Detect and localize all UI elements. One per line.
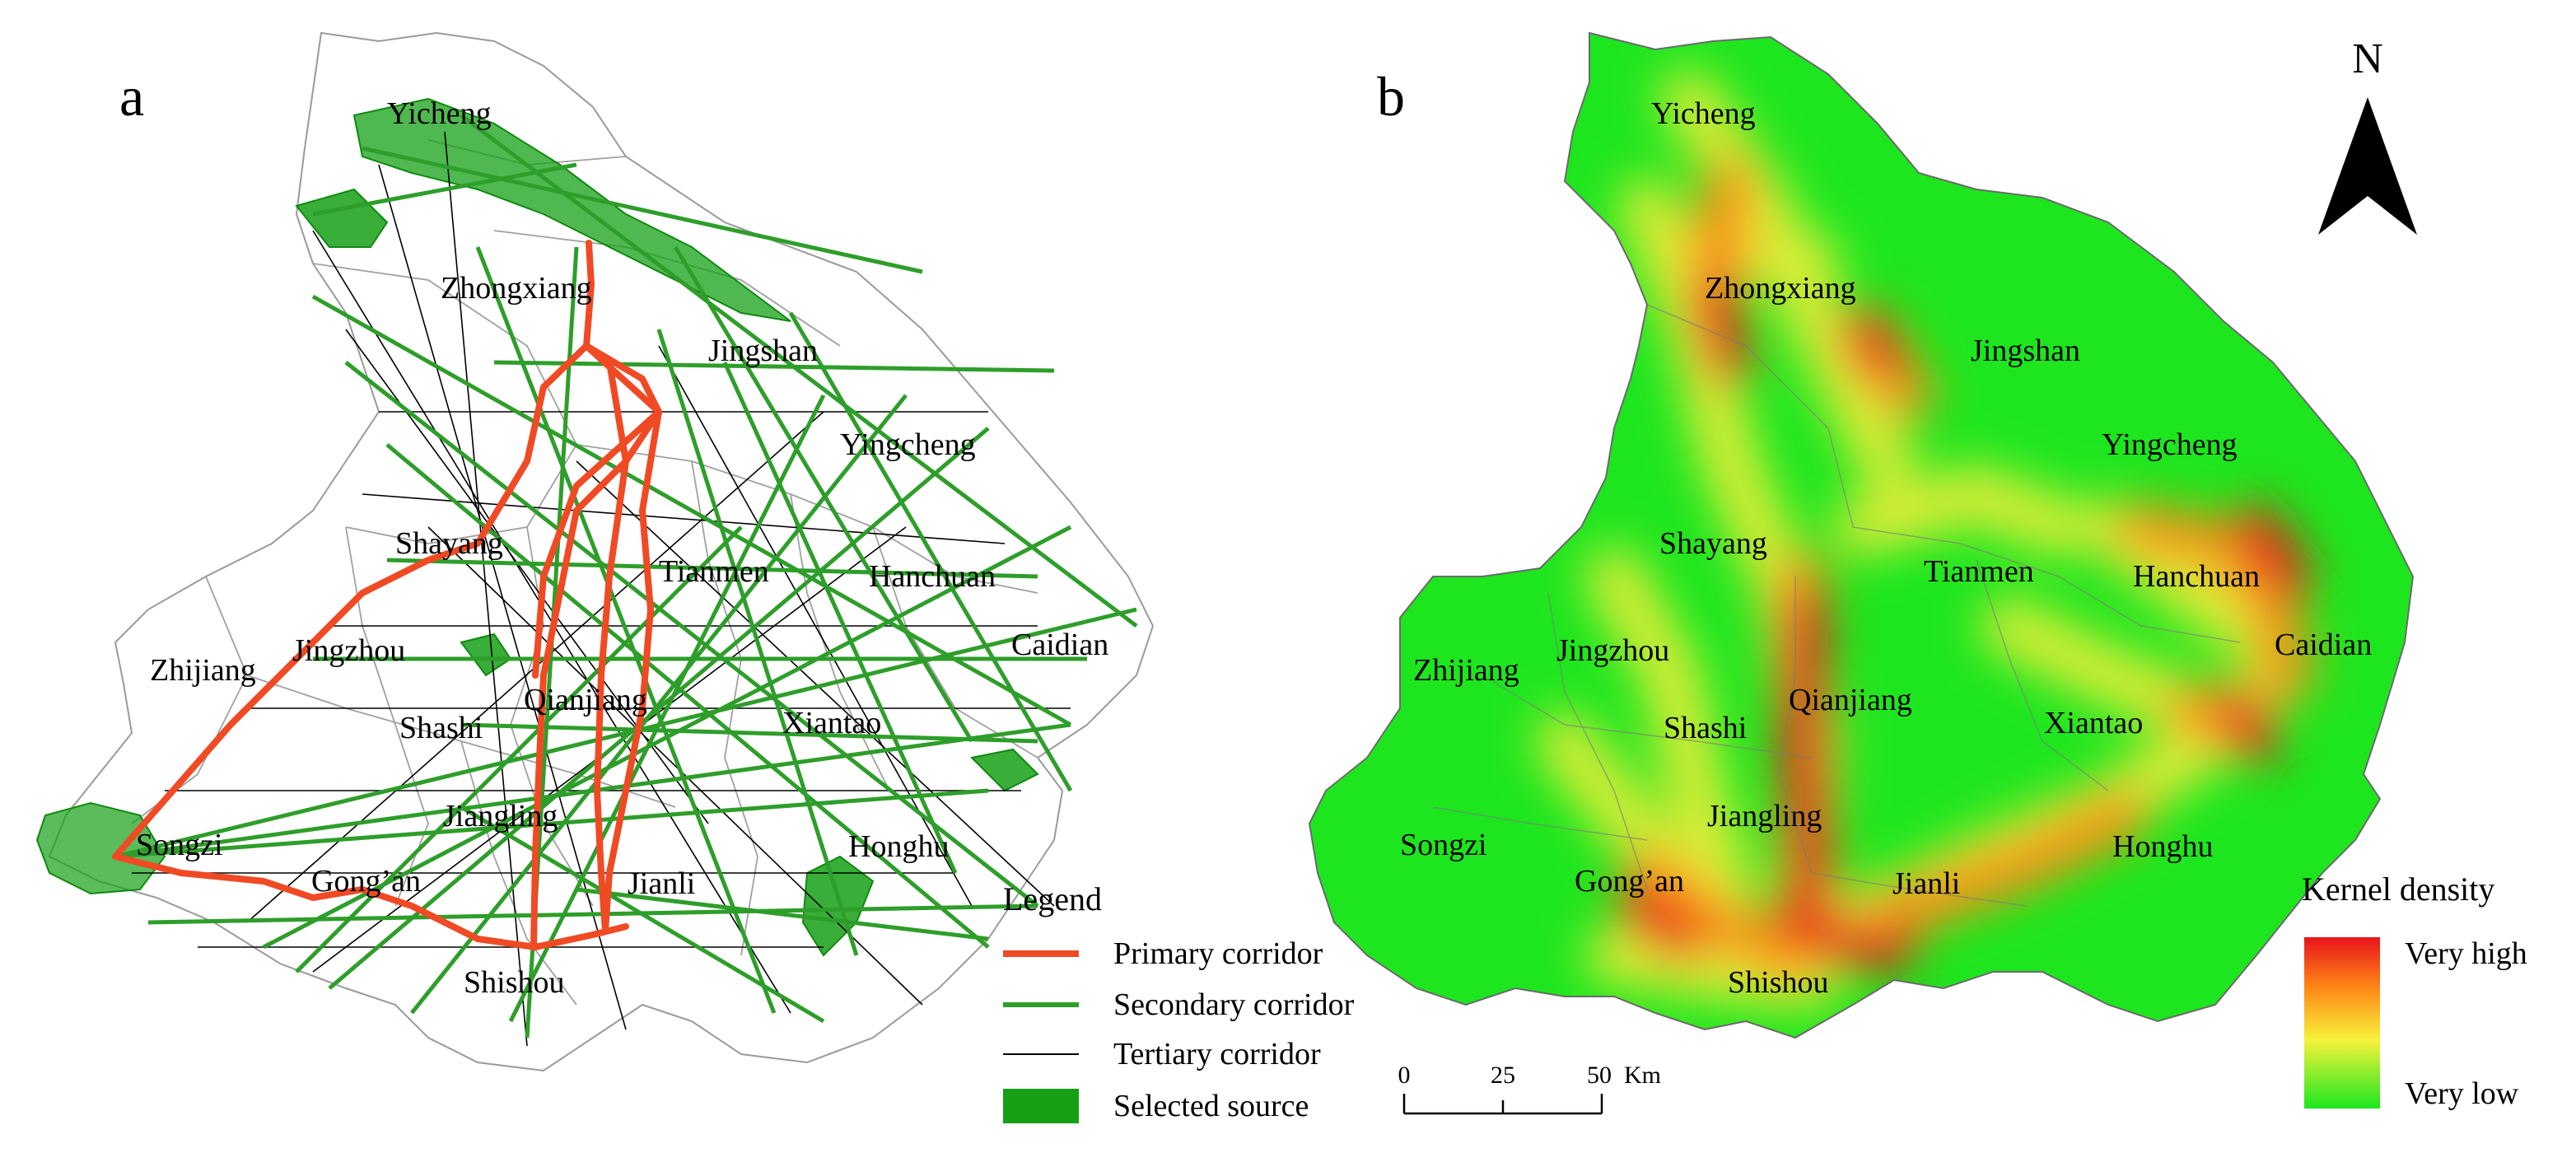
legend-label-secondary: Secondary corridor (1113, 987, 1355, 1022)
city-label-b-yingcheng: Yingcheng (2102, 427, 2238, 462)
panel-a-region-outline (48, 31, 1155, 1072)
kernel-legend-colorbar (2304, 937, 2380, 1109)
north-arrow-label: N (2352, 35, 2383, 82)
city-label-shishou: Shishou (464, 965, 564, 1000)
city-label-gongan: Gong’an (311, 864, 421, 899)
panel-b: b (1308, 31, 2527, 1115)
city-label-b-zhongxiang: Zhongxiang (1705, 271, 1856, 306)
legend-label-source: Selected source (1113, 1089, 1309, 1123)
city-label-b-honghu: Honghu (2112, 829, 2213, 864)
city-label-b-hanchuan: Hanchuan (2133, 559, 2260, 594)
city-label-yingcheng: Yingcheng (840, 427, 976, 462)
kernel-legend-high: Very high (2405, 936, 2527, 971)
legend-label-primary: Primary corridor (1113, 936, 1323, 971)
panel-a-secondary-corridors (114, 114, 1138, 1039)
city-label-yicheng: Yicheng (387, 96, 492, 131)
corridor-legend: Legend Primary corridor Secondary corrid… (1003, 880, 1355, 1123)
scale-unit: Km (1624, 1062, 1661, 1089)
north-arrow-icon (2318, 97, 2417, 235)
city-label-songzi: Songzi (136, 828, 223, 862)
city-label-caidian: Caidian (1011, 628, 1108, 662)
kernel-legend-low: Very low (2405, 1076, 2519, 1111)
city-label-b-zhijiang: Zhijiang (1413, 653, 1519, 688)
city-label-b-jianli: Jianli (1892, 866, 1960, 901)
city-label-b-jingzhou: Jingzhou (1556, 633, 1669, 668)
city-label-b-shishou: Shishou (1728, 965, 1828, 1000)
scale-tick-25: 25 (1491, 1062, 1515, 1089)
city-label-shayang: Shayang (395, 526, 503, 561)
city-label-jingshan: Jingshan (708, 334, 818, 368)
city-label-xiantao: Xiantao (782, 706, 881, 740)
panel-a-primary-corridors (112, 240, 662, 950)
city-label-honghu: Honghu (848, 829, 949, 864)
panel-b-city-labels: Yicheng Zhongxiang Jingshan Yingcheng Sh… (1400, 96, 2372, 1000)
city-label-b-qianjiang: Qianjiang (1789, 683, 1912, 717)
kernel-legend-title: Kernel density (2302, 871, 2494, 908)
city-label-b-jiangling: Jiangling (1707, 799, 1822, 833)
city-label-b-caidian: Caidian (2275, 628, 2372, 662)
city-label-jiangling: Jiangling (443, 799, 558, 833)
city-label-b-shashi: Shashi (1664, 711, 1747, 745)
city-label-b-gongan: Gong’an (1575, 864, 1684, 899)
city-label-b-songzi: Songzi (1400, 828, 1487, 862)
city-label-jianli: Jianli (628, 866, 695, 901)
city-label-b-xiantao: Xiantao (2044, 706, 2143, 740)
city-label-zhongxiang: Zhongxiang (441, 271, 592, 306)
north-arrow: N (2318, 35, 2417, 235)
city-label-shashi: Shashi (399, 711, 483, 745)
city-label-b-jingshan: Jingshan (1971, 334, 2080, 368)
legend-label-tertiary: Tertiary corridor (1113, 1037, 1321, 1071)
kernel-density-surface (1309, 33, 2413, 1038)
panel-b-district-boundaries (1432, 304, 2241, 907)
city-label-qianjiang: Qianjiang (524, 683, 647, 717)
city-label-tianmen: Tianmen (659, 554, 769, 589)
city-label-b-tianmen: Tianmen (1924, 554, 2034, 589)
panel-b-letter: b (1377, 65, 1405, 128)
kernel-density-legend: Kernel density Very high Very low (2302, 871, 2527, 1111)
legend-swatch-source (1003, 1089, 1079, 1123)
legend-title: Legend (1003, 880, 1102, 917)
scale-bar: 0 25 50 Km (1398, 1062, 1661, 1115)
city-label-b-yicheng: Yicheng (1651, 96, 1756, 131)
city-label-hanchuan: Hanchuan (869, 559, 996, 594)
city-label-zhijiang: Zhijiang (150, 653, 256, 688)
scale-tick-0: 0 (1398, 1062, 1411, 1089)
scale-tick-50: 50 (1587, 1062, 1612, 1089)
panel-a-city-labels: Yicheng Zhongxiang Jingshan Yingcheng Sh… (136, 96, 1108, 1000)
city-label-b-shayang: Shayang (1659, 526, 1767, 561)
city-label-jingzhou: Jingzhou (292, 633, 405, 668)
panel-a-letter: a (119, 65, 144, 128)
panel-a: a (35, 31, 1355, 1123)
panel-b-region-outline (1308, 31, 2415, 1039)
